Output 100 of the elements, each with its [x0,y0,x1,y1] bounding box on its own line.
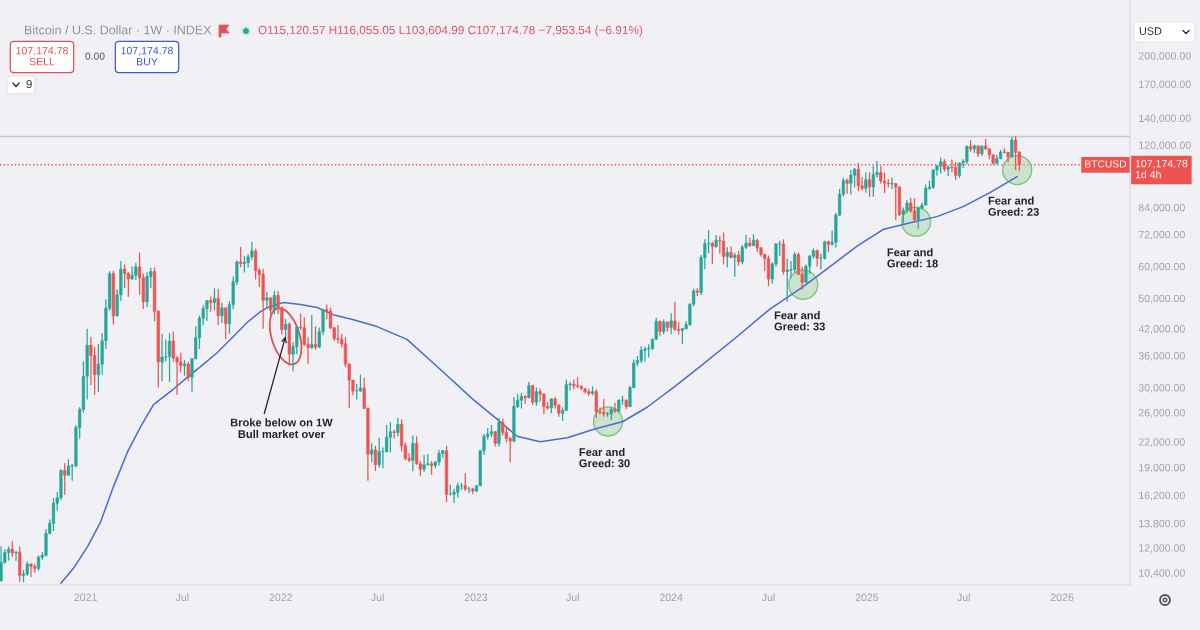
y-tick-label: 36,000.00 [1138,352,1185,361]
x-tick-label: Jul [175,593,189,602]
candlestick [220,301,224,324]
candlestick [785,257,789,303]
y-tick-label: 120,000.00 [1139,141,1191,151]
x-tick-label: 2025 [855,593,879,602]
candlestick [373,445,377,472]
candlestick [856,162,860,192]
candlestick [894,182,898,221]
annotation: Fear and Greed: 18 [887,248,938,268]
candlestick [793,251,797,274]
candlestick [396,417,400,437]
annotation: 9 [26,79,32,89]
candlestick [392,428,396,440]
candlestick [467,486,471,494]
candlestick [370,442,374,463]
candlestick [463,472,467,492]
annotation: 107,174.78 BUY [121,46,173,66]
text: 107,174.78 1d 4h [1135,159,1188,179]
y-tick-label: 200,000.00 [1138,52,1191,61]
annotation: Fear and Greed: 30 [579,447,630,468]
candlestick [643,346,647,363]
text: USD [1139,27,1162,35]
text: O115,120.57 H116,055.05 L103,604.99 C107,174.78 −7,953.54 (−6.91%) [258,25,643,37]
annotation: Fear and Greed: 23 [988,196,1039,216]
candlestick [497,417,501,448]
candlestick [673,301,677,332]
annotation: 107,174.78 SELL [16,46,68,66]
candlestick [853,167,857,189]
candlestick [669,312,673,335]
candlestick [377,437,381,469]
y-tick-label: 84,000.00 [1138,203,1185,213]
candlestick [613,402,617,414]
candlestick [594,388,598,419]
candlestick [871,165,875,198]
y-tick-label: 12,000.00 [1139,544,1185,553]
x-tick-label: 2024 [659,593,683,602]
candlestick [411,434,415,472]
candlestick [867,171,872,198]
y-tick-label: 50,000.00 [1138,294,1185,304]
candlestick [924,183,928,206]
y-tick-label: 10,400.00 [1139,569,1185,578]
candlestick [415,435,419,466]
candlestick [710,241,714,265]
candlestick [51,497,56,532]
y-tick-label: 13,800.00 [1139,519,1185,529]
candlestick [725,246,729,269]
candlestick [388,421,392,454]
y-tick-label: 72,000.00 [1138,230,1185,240]
candlestick [336,324,340,345]
candlestick [538,388,542,403]
candlestick [14,550,18,562]
x-tick-label: 2026 [1050,593,1074,602]
candlestick [849,169,853,196]
annotation: Broke below on 1W Bull market over [230,418,333,438]
candlestick [272,290,276,315]
text: Bitcoin / U.S. Dollar · 1W · INDEX [25,25,212,35]
candlestick [29,562,33,578]
candlestick [845,178,849,195]
x-tick-label: 2023 [464,593,488,602]
candlestick [916,206,920,230]
y-tick-label: 16,200.00 [1139,491,1185,501]
annotation: 0.00 [85,52,105,60]
y-tick-label: 170,000.00 [1139,80,1191,90]
candlestick [733,252,737,278]
candlestick [265,291,269,310]
y-tick-label: 22,000.00 [1138,438,1185,447]
candlestick [205,299,209,322]
candlestick [890,177,894,190]
candlestick [310,314,314,350]
candlestick [160,333,164,382]
candlestick [0,545,3,583]
y-tick-label: 140,000.00 [1139,114,1191,124]
candlestick [864,171,868,194]
candlestick [216,288,220,326]
candlestick [707,229,711,254]
candlestick [542,392,546,415]
candlestick [167,332,172,383]
candlestick [63,462,67,496]
x-tick-label: Jul [566,593,579,602]
y-tick-label: 19,000.00 [1139,463,1185,473]
ref-line-label: BTCUSD [1085,160,1127,168]
x-tick-label: Jul [957,593,970,602]
candlestick [123,263,127,289]
candlestick [224,306,228,340]
y-tick-label: 30,000.00 [1138,383,1185,393]
y-tick-label: 42,000.00 [1138,325,1185,334]
candlestick [130,265,134,281]
candlestick [18,545,22,583]
candlestick [186,361,190,382]
candlestick [422,454,426,473]
x-tick-label: Jul [370,593,384,602]
candlestick [239,246,243,268]
x-tick-label: Jul [761,593,775,602]
candlestick [931,168,935,190]
x-tick-label: 2021 [74,593,97,602]
x-tick-label: 2022 [269,593,292,602]
y-tick-label: 26,000.00 [1138,409,1185,418]
annotation: Fear and Greed: 33 [774,311,825,331]
y-tick-label: 60,000.00 [1138,262,1185,272]
